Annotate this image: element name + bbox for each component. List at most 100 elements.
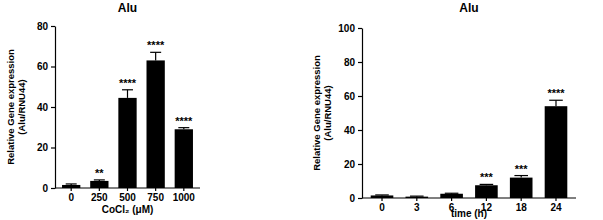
- x-tick: 500: [119, 188, 136, 203]
- y-tick-mark: [358, 198, 362, 199]
- y-tick: 0: [42, 183, 55, 194]
- error-bar: [178, 128, 189, 130]
- x-tick-mark: [183, 188, 184, 191]
- x-tick-mark: [555, 198, 556, 201]
- y-tick-label: 0: [349, 193, 355, 204]
- x-tick-label: 0: [68, 192, 74, 203]
- x-tick: 3: [414, 198, 420, 213]
- error-cap: [514, 175, 528, 176]
- x-tick: 18: [516, 198, 528, 213]
- bar: [510, 178, 533, 198]
- significance-label: **: [95, 167, 104, 179]
- y-axis-title: (Alu/RNU44): [16, 79, 27, 134]
- y-tick-mark: [358, 28, 362, 29]
- error-cap: [66, 183, 77, 184]
- y-tick: 20: [37, 142, 55, 153]
- x-tick-mark: [99, 188, 100, 191]
- plot-area: [371, 100, 568, 198]
- error-cap: [549, 100, 563, 101]
- x-axis: 0 250 500 750 1000: [55, 188, 200, 203]
- x-tick-label: 250: [91, 192, 108, 203]
- y-tick-label: 40: [344, 125, 356, 136]
- x-tick: 250: [91, 188, 108, 203]
- x-tick-mark: [451, 198, 452, 201]
- y-axis-line: [362, 29, 363, 199]
- y-tick-mark: [51, 107, 55, 108]
- significance-label: ****: [175, 115, 193, 127]
- x-tick-label: 3: [414, 202, 420, 213]
- error-bar: [514, 176, 528, 178]
- x-tick-label: 0: [379, 202, 385, 213]
- y-axis-title: Relative Gene expression: [311, 55, 322, 171]
- x-tick-label: 24: [550, 202, 562, 213]
- y-tick-mark: [51, 26, 55, 27]
- y-tick-label: 0: [42, 183, 48, 194]
- x-tick: 24: [550, 198, 562, 213]
- x-tick-mark: [127, 188, 128, 191]
- bar: [440, 194, 463, 198]
- error-cap: [480, 184, 494, 185]
- y-tick-mark: [358, 96, 362, 97]
- error-cap: [445, 193, 459, 194]
- error-cap: [94, 179, 105, 180]
- x-tick-label: 750: [147, 192, 164, 203]
- x-axis-title: CoCl₂ (μM): [102, 204, 154, 215]
- x-tick-mark: [71, 188, 72, 191]
- bar: [175, 129, 193, 188]
- error-bar: [480, 184, 494, 186]
- significance-label: ***: [480, 171, 494, 183]
- y-tick-mark: [51, 188, 55, 189]
- y-axis-line: [55, 27, 56, 189]
- significance-label: ***: [515, 163, 529, 175]
- error-cap: [150, 52, 161, 53]
- y-tick-label: 60: [344, 91, 356, 102]
- y-tick: 80: [37, 21, 55, 32]
- error-stem: [127, 90, 128, 98]
- y-tick-label: 80: [344, 57, 356, 68]
- bar: [118, 98, 136, 188]
- y-tick-mark: [51, 66, 55, 67]
- x-tick-mark: [486, 198, 487, 201]
- y-tick-mark: [358, 130, 362, 131]
- y-tick-label: 20: [37, 142, 49, 153]
- bar: [475, 185, 498, 198]
- y-tick-mark: [51, 147, 55, 148]
- y-tick: 60: [344, 91, 362, 102]
- title: Alu: [459, 1, 478, 15]
- error-bar: [410, 196, 424, 198]
- y-tick-label: 100: [338, 23, 355, 34]
- error-bar: [375, 194, 389, 196]
- error-bar: [122, 90, 133, 98]
- chart: **********020406080100036121824Alutime (…: [311, 1, 576, 219]
- x-tick-label: 1000: [173, 192, 196, 203]
- x-tick: 0: [68, 188, 74, 203]
- y-tick-label: 20: [344, 159, 356, 170]
- error-cap: [410, 196, 424, 197]
- y-tick-mark: [358, 62, 362, 63]
- y-axis-title: Relative Gene expression: [5, 49, 16, 165]
- significance-label: ****: [147, 39, 165, 51]
- significance-label: ****: [119, 77, 137, 89]
- chart: **************02040608002505007501000Alu…: [5, 1, 200, 215]
- x-tick-mark: [155, 188, 156, 191]
- error-cap: [178, 127, 189, 128]
- title: Alu: [118, 1, 137, 15]
- y-tick-label: 80: [37, 21, 49, 32]
- x-axis-title: time (h): [451, 208, 487, 219]
- y-axis: 0 20 40 60 80 100: [338, 23, 362, 204]
- error-stem: [155, 52, 156, 60]
- error-stem: [555, 100, 556, 106]
- y-tick-mark: [358, 164, 362, 165]
- significance-label: ****: [547, 87, 565, 99]
- x-axis-line: [362, 197, 576, 198]
- y-tick-label: 40: [37, 102, 49, 113]
- x-tick-mark: [521, 198, 522, 201]
- error-bar: [549, 100, 563, 106]
- y-tick: 60: [37, 61, 55, 72]
- y-tick-label: 60: [37, 61, 49, 72]
- bar: [147, 60, 165, 188]
- figure: **************02040608002505007501000Alu…: [0, 0, 603, 220]
- x-tick-label: 18: [516, 202, 528, 213]
- bar: [545, 106, 568, 198]
- y-tick: 80: [344, 57, 362, 68]
